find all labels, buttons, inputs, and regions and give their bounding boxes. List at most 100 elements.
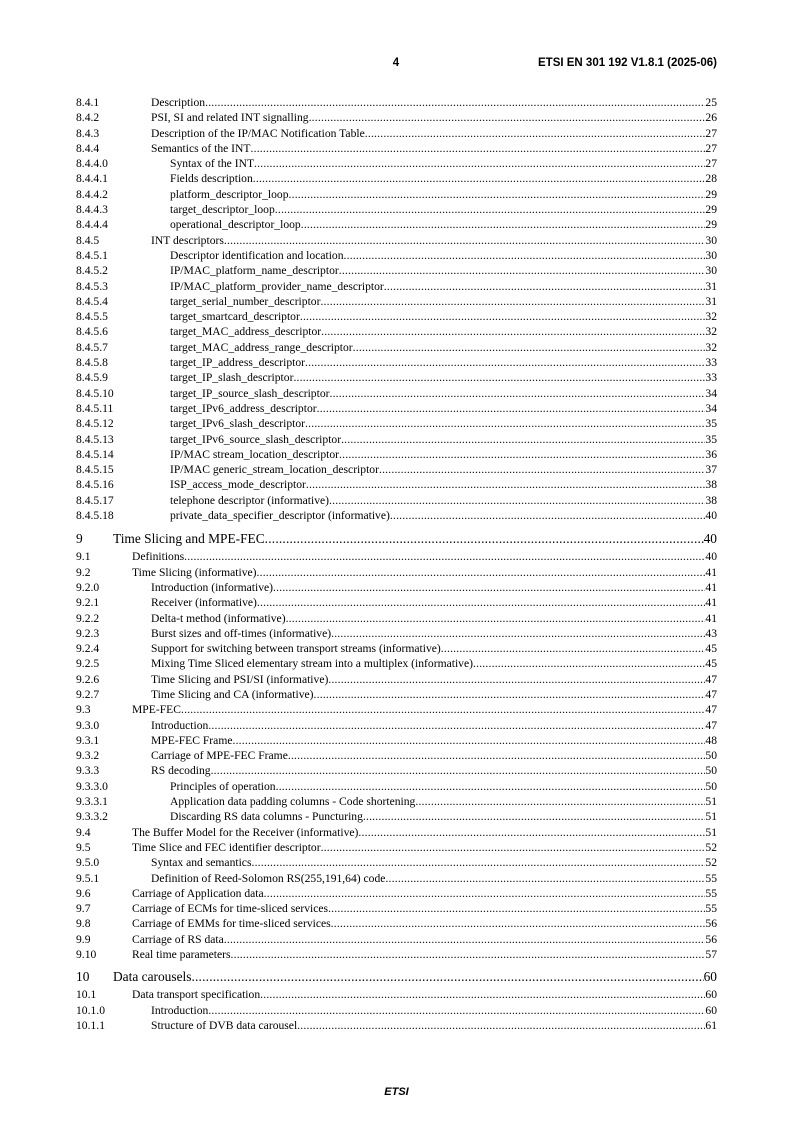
toc-entry[interactable]: 8.4.4.4 operational_descriptor_loop 29 [76, 217, 717, 232]
dot-leader [309, 110, 706, 125]
toc-entry-title: IP/MAC_platform_provider_name_descriptor [170, 279, 384, 293]
toc-entry-page: 41 [705, 596, 717, 610]
toc-entry-title: IP/MAC_platform_name_descriptor [170, 264, 339, 278]
toc-entry[interactable]: 9.2.7 Time Slicing and CA (informative) 47 [76, 687, 717, 702]
toc-entry[interactable]: 9.8 Carriage of EMMs for time-sliced serv… [76, 916, 717, 931]
dot-leader [181, 702, 705, 717]
toc-entry-number: 9.1 [76, 550, 91, 564]
toc-entry[interactable]: 9.2.1 Receiver (informative) 41 [76, 595, 717, 610]
toc-entry-title: Time Slice and FEC identifier descriptor [132, 840, 321, 854]
toc-entry[interactable]: 8.4.4.3 target_descriptor_loop 29 [76, 202, 717, 217]
toc-entry[interactable]: 9.3.3.2 Discarding RS data columns - Punc… [76, 809, 717, 824]
toc-entry[interactable]: 10.1.0 Introduction 60 [76, 1003, 717, 1018]
toc-entry-number: 8.4.5.8 [76, 356, 108, 370]
toc-entry[interactable]: 9.2.2 Delta-t method (informative) 41 [76, 611, 717, 626]
toc-entry-page: 56 [705, 917, 717, 931]
toc-entry-title: Principles of operation [170, 779, 276, 793]
dot-leader [363, 809, 706, 824]
toc-entry[interactable]: 8.4.5.2 IP/MAC_platform_name_descriptor 30 [76, 263, 717, 278]
toc-entry[interactable]: 9.3.3.1 Application data padding columns … [76, 794, 717, 809]
toc-entry-title: Data transport specification [132, 988, 261, 1002]
toc-entry[interactable]: 8.4.5.6 target_MAC_address_descriptor 32 [76, 324, 717, 339]
toc-entry-page: 45 [705, 642, 717, 656]
dot-leader [306, 477, 706, 492]
toc-entry[interactable]: 9.2.0 Introduction (informative) 41 [76, 580, 717, 595]
toc-entry[interactable]: 8.4.4.1 Fields description 28 [76, 171, 717, 186]
toc-entry[interactable]: 9.1 Definitions 40 [76, 549, 717, 564]
toc-entry-title: operational_descriptor_loop [170, 218, 301, 232]
dot-leader [184, 549, 705, 564]
toc-entry[interactable]: 8.4.5.15 IP/MAC generic_stream_location_d… [76, 462, 717, 477]
dot-leader [211, 763, 706, 778]
toc-entry-number: 8.4.4.0 [76, 157, 108, 171]
toc-entry[interactable]: 8.4.2 PSI, SI and related INT signalling 2… [76, 110, 717, 125]
toc-entry[interactable]: 8.4.4.2 platform_descriptor_loop 29 [76, 187, 717, 202]
toc-entry[interactable]: 9.7 Carriage of ECMs for time-sliced serv… [76, 901, 717, 916]
toc-entry[interactable]: 8.4.5.10 target_IP_source_slash_descripto… [76, 386, 717, 401]
toc-entry[interactable]: 9.2.3 Burst sizes and off-times (informat… [76, 626, 717, 641]
toc-entry[interactable]: 9.3.2 Carriage of MPE-FEC Frame 50 [76, 748, 717, 763]
toc-entry[interactable]: 8.4.4.0 Syntax of the INT 27 [76, 156, 717, 171]
toc-entry[interactable]: 8.4.5.8 target_IP_address_descriptor 33 [76, 355, 717, 370]
toc-entry-title: Carriage of Application data [132, 886, 264, 900]
dot-leader [208, 718, 705, 733]
toc-entry[interactable]: 8.4.5.9 target_IP_slash_descriptor 33 [76, 370, 717, 385]
toc-entry-number: 9.2.1 [76, 596, 100, 610]
dot-leader [320, 294, 705, 309]
toc-entry[interactable]: 8.4.3 Description of the IP/MAC Notificat… [76, 126, 717, 141]
toc-entry[interactable]: 8.4.5.1 Descriptor identification and loc… [76, 248, 717, 263]
toc-entry[interactable]: 8.4.5.13 target_IPv6_source_slash_descrip… [76, 432, 717, 447]
toc-entry[interactable]: 9.3.3 RS decoding 50 [76, 763, 717, 778]
toc-entry[interactable]: 9.3.3.0 Principles of operation 50 [76, 779, 717, 794]
toc-entry[interactable]: 9.2 Time Slicing (informative) 41 [76, 565, 717, 580]
toc-entry[interactable]: 9.10 Real time parameters 57 [76, 947, 717, 962]
toc-entry-page: 60 [703, 969, 717, 985]
toc-entry-page: 41 [705, 611, 717, 625]
toc-entry-title: target_smartcard_descriptor [170, 310, 300, 324]
dot-leader [224, 233, 706, 248]
toc-entry[interactable]: 8.4.5.5 target_smartcard_descriptor 32 [76, 309, 717, 324]
toc-entry[interactable]: 9.2.4 Support for switching between trans… [76, 641, 717, 656]
toc-entry[interactable]: 9.5 Time Slice and FEC identifier descrip… [76, 840, 717, 855]
page-number: 4 [392, 57, 400, 69]
toc-entry[interactable]: 9 Time Slicing and MPE-FEC 40 [76, 529, 717, 548]
toc-entry-page: 32 [705, 340, 717, 354]
toc-entry-page: 50 [705, 764, 717, 778]
toc-entry[interactable]: 8.4.4 Semantics of the INT 27 [76, 141, 717, 156]
toc-entry[interactable]: 8.4.5.4 target_serial_number_descriptor 31 [76, 294, 717, 309]
toc-entry-number: 8.4.5.1 [76, 248, 108, 262]
toc-entry[interactable]: 10.1 Data transport specification 60 [76, 987, 717, 1002]
toc-entry[interactable]: 9.9 Carriage of RS data 56 [76, 932, 717, 947]
toc-entry-number: 9.2.4 [76, 642, 100, 656]
toc-entry-title: Receiver (informative) [151, 596, 257, 610]
toc-entry[interactable]: 10 Data carousels 60 [76, 967, 717, 986]
toc-entry-title: target_descriptor_loop [170, 203, 275, 217]
toc-entry[interactable]: 8.4.1 Description 25 [76, 95, 717, 110]
toc-entry[interactable]: 9.6 Carriage of Application data 55 [76, 886, 717, 901]
toc-entry-title: Introduction [151, 1003, 209, 1017]
dot-leader [257, 565, 706, 580]
toc-entry[interactable]: 9.5.1 Definition of Reed-Solomon RS(255,1… [76, 871, 717, 886]
dot-leader [365, 126, 706, 141]
toc-entry[interactable]: 8.4.5.12 target_IPv6_slash_descriptor 35 [76, 416, 717, 431]
toc-entry-title: Carriage of EMMs for time-sliced service… [132, 917, 331, 931]
toc-entry[interactable]: 9.2.6 Time Slicing and PSI/SI (informativ… [76, 672, 717, 687]
toc-entry[interactable]: 10.1.1 Structure of DVB data carousel 61 [76, 1018, 717, 1033]
toc-entry[interactable]: 8.4.5.16 ISP_access_mode_descriptor 38 [76, 477, 717, 492]
toc-entry[interactable]: 8.4.5.18 private_data_specifier_descripto… [76, 508, 717, 523]
toc-entry[interactable]: 9.3.0 Introduction 47 [76, 718, 717, 733]
toc-entry[interactable]: 9.3 MPE-FEC 47 [76, 702, 717, 717]
toc-entry[interactable]: 8.4.5 INT descriptors 30 [76, 233, 717, 248]
dot-leader [254, 156, 705, 171]
toc-entry[interactable]: 9.4 The Buffer Model for the Receiver (in… [76, 825, 717, 840]
toc-entry[interactable]: 8.4.5.11 target_IPv6_address_descriptor 34 [76, 401, 717, 416]
toc-entry-title: Carriage of MPE-FEC Frame [151, 749, 288, 763]
toc-entry[interactable]: 8.4.5.14 IP/MAC stream_location_descripto… [76, 447, 717, 462]
toc-entry[interactable]: 8.4.5.17 telephone descriptor (informativ… [76, 493, 717, 508]
toc-entry[interactable]: 9.3.1 MPE-FEC Frame 48 [76, 733, 717, 748]
toc-entry[interactable]: 9.5.0 Syntax and semantics 52 [76, 855, 717, 870]
dot-leader [251, 855, 705, 870]
toc-entry[interactable]: 9.2.5 Mixing Time Sliced elementary strea… [76, 656, 717, 671]
toc-entry[interactable]: 8.4.5.7 target_MAC_address_range_descript… [76, 340, 717, 355]
toc-entry[interactable]: 8.4.5.3 IP/MAC_platform_provider_name_des… [76, 279, 717, 294]
